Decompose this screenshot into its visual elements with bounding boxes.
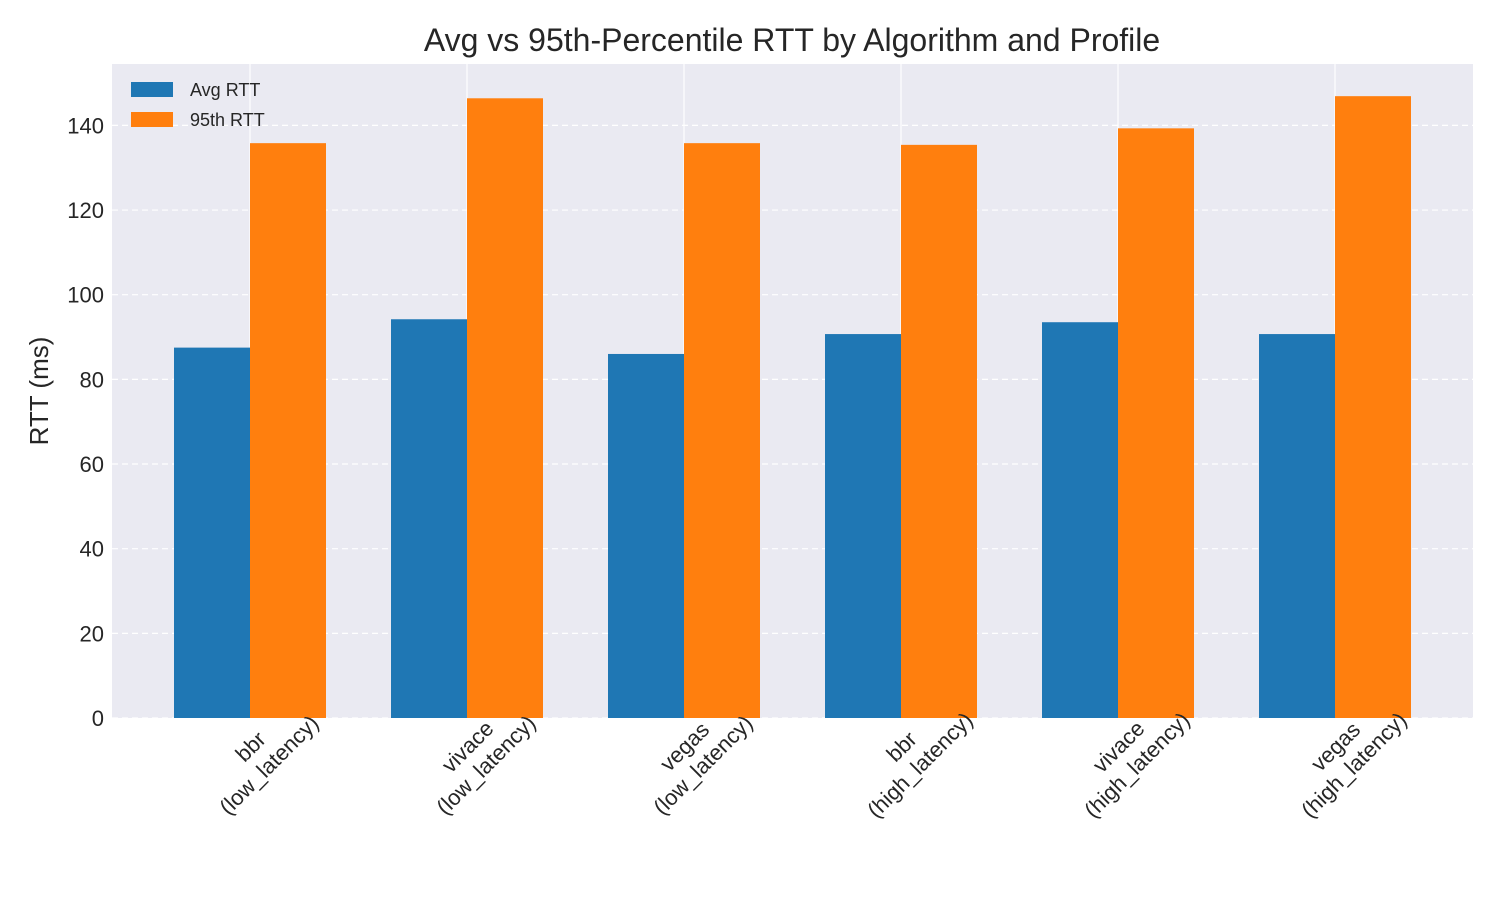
bar-avg-rtt-2 xyxy=(608,353,684,718)
y-tick-label: 100 xyxy=(67,283,104,308)
legend-swatch xyxy=(131,112,173,127)
legend: Avg RTT 95th RTT xyxy=(131,80,265,130)
legend-label: 95th RTT xyxy=(190,110,265,130)
x-tick-label-line: (high_latency) xyxy=(862,707,977,822)
bar-avg-rtt-1 xyxy=(391,319,467,718)
y-tick-label: 0 xyxy=(92,706,104,731)
chart-title: Avg vs 95th-Percentile RTT by Algorithm … xyxy=(424,22,1160,58)
plot-background xyxy=(112,64,1473,718)
bar-95th-rtt-1 xyxy=(467,98,543,719)
x-tick-label-line: (low_latency) xyxy=(214,710,323,819)
y-tick-label: 60 xyxy=(80,452,104,477)
y-tick-label: 40 xyxy=(80,537,104,562)
bar-95th-rtt-4 xyxy=(1118,128,1194,719)
y-axis-label: RTT (ms) xyxy=(24,337,54,446)
legend-label: Avg RTT xyxy=(190,80,260,100)
y-tick-label: 120 xyxy=(67,198,104,223)
y-tick-labels: 0 20 40 60 80 100 120 140 xyxy=(67,113,104,731)
bar-95th-rtt-3 xyxy=(901,144,977,719)
bar-avg-rtt-4 xyxy=(1042,322,1118,718)
y-tick-label: 20 xyxy=(80,621,104,646)
y-tick-label: 80 xyxy=(80,367,104,392)
bar-avg-rtt-3 xyxy=(825,334,901,718)
bar-95th-rtt-2 xyxy=(684,143,760,718)
legend-swatch xyxy=(131,82,173,97)
bar-95th-rtt-5 xyxy=(1335,96,1411,718)
bar-95th-rtt-0 xyxy=(250,143,326,718)
bar-avg-rtt-0 xyxy=(174,347,250,718)
bars xyxy=(174,96,1411,719)
y-tick-label: 140 xyxy=(67,113,104,138)
bar-avg-rtt-5 xyxy=(1259,334,1335,718)
